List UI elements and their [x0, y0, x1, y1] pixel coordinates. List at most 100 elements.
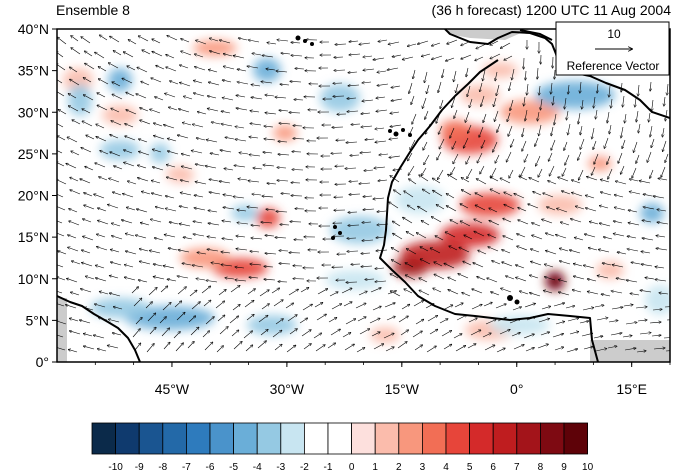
wind-vector — [285, 303, 294, 309]
wind-vector — [601, 294, 611, 297]
panel-title-left: Ensemble 8 — [56, 2, 130, 18]
wind-vector — [138, 178, 149, 182]
negative-anomaly-area — [645, 285, 670, 315]
wind-vector — [653, 348, 665, 349]
wind-vector — [628, 210, 638, 213]
wind-vector — [568, 123, 571, 135]
wind-vector — [247, 289, 255, 295]
wind-vector — [461, 41, 470, 46]
wind-vector — [109, 293, 121, 297]
wind-vector — [97, 105, 108, 111]
wind-vector — [96, 234, 106, 238]
wind-vector — [299, 318, 308, 324]
wind-vector — [389, 202, 399, 209]
wind-vector — [195, 67, 206, 71]
wind-vector — [235, 267, 245, 268]
wind-vector — [139, 261, 151, 265]
wind-vector — [167, 279, 177, 282]
wind-vector — [335, 44, 347, 45]
wind-vector — [361, 253, 371, 254]
wind-vector — [207, 96, 217, 99]
wind-vector — [191, 302, 200, 310]
wind-vector — [250, 251, 260, 252]
wind-vector — [209, 51, 221, 55]
wind-vector — [588, 248, 598, 251]
wind-vector — [209, 192, 221, 195]
wind-vector — [357, 317, 366, 322]
wind-vector — [431, 217, 442, 223]
wind-vector — [483, 69, 486, 81]
wind-vector — [484, 345, 495, 351]
wind-vector — [110, 262, 122, 266]
wind-vector — [627, 249, 639, 252]
wind-vector — [522, 127, 525, 137]
wind-vector — [166, 177, 178, 181]
wind-vector — [219, 327, 228, 335]
colorbar-swatch — [162, 422, 187, 455]
wind-vector — [467, 168, 473, 179]
wind-vector — [139, 249, 149, 252]
wind-vector — [182, 263, 192, 266]
wind-vector — [154, 238, 164, 241]
wind-vector — [460, 204, 469, 209]
wind-vector — [589, 222, 599, 225]
wind-vector — [57, 232, 65, 237]
wind-vector — [558, 292, 570, 296]
wind-vector — [286, 345, 296, 353]
colorbar-swatch — [138, 422, 164, 455]
wind-vector — [252, 194, 262, 195]
wind-vector — [481, 95, 485, 107]
wind-vector — [567, 318, 579, 322]
wind-vector — [545, 233, 555, 237]
wind-vector — [623, 305, 633, 306]
wind-vector — [377, 71, 387, 72]
wind-vector — [57, 220, 63, 224]
wind-vector — [164, 125, 175, 129]
wind-vector — [314, 302, 323, 308]
wind-vector — [148, 288, 157, 296]
wind-vector — [300, 287, 309, 293]
positive-anomaly-area — [460, 193, 520, 217]
wind-vector — [235, 126, 245, 128]
wind-vector — [594, 153, 599, 164]
wind-vector — [373, 344, 384, 350]
wind-vector — [432, 55, 443, 59]
wind-vector — [483, 113, 487, 122]
wind-vector — [393, 233, 403, 240]
wind-vector — [642, 238, 654, 241]
wind-vector — [503, 218, 512, 223]
colorbar-swatch — [91, 422, 117, 455]
wind-vector — [553, 95, 554, 105]
wind-vector — [57, 277, 66, 281]
wind-vector — [419, 278, 428, 283]
wind-vector — [509, 169, 514, 178]
wind-vector — [592, 127, 595, 139]
wind-vector — [98, 79, 109, 85]
negative-anomaly-area — [108, 68, 132, 92]
wind-vector — [192, 124, 204, 128]
wind-vector — [180, 65, 189, 69]
wind-vector — [58, 251, 67, 255]
wind-vector — [247, 66, 259, 69]
wind-vector — [123, 52, 134, 58]
wind-vector — [491, 167, 497, 178]
wind-vector — [262, 55, 274, 58]
wind-vector — [263, 165, 275, 166]
wind-vector — [517, 234, 526, 238]
wind-vector — [488, 234, 497, 239]
wind-vector — [662, 127, 665, 137]
wind-vector — [57, 123, 64, 128]
wind-vector — [477, 152, 483, 163]
wind-vector — [632, 167, 637, 178]
wind-vector — [211, 122, 221, 125]
wind-vector — [487, 278, 498, 283]
wind-vector — [513, 345, 524, 350]
wind-vector — [57, 347, 66, 351]
negative-anomaly-area — [640, 203, 664, 223]
wind-vector — [316, 314, 326, 321]
wind-vector — [210, 153, 220, 156]
wind-vector — [57, 334, 64, 338]
wind-vector — [508, 125, 513, 136]
wind-vector — [544, 264, 554, 268]
latitude-label: 10°N — [18, 271, 49, 287]
